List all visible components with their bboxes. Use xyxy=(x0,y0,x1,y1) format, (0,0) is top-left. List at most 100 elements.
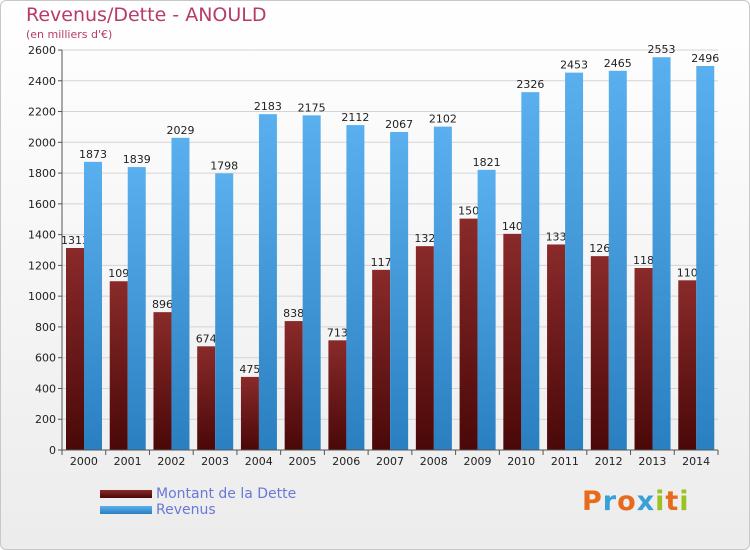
bar-value-label: 2067 xyxy=(385,118,413,131)
y-tick-label: 1400 xyxy=(28,229,56,242)
y-tick-label: 0 xyxy=(49,444,56,457)
bar-value-label: 1313 xyxy=(61,234,89,247)
legend-item-debt: Montant de la Dette xyxy=(100,486,296,502)
bar-dette xyxy=(109,281,128,450)
bar-revenus xyxy=(84,161,102,450)
bars: 1313 1873 109 1839 896 2029 674 1798 475 2183 838 2… xyxy=(61,43,719,451)
logo-letter: t xyxy=(665,486,680,517)
bar-value-label: 1839 xyxy=(123,153,151,166)
bar-revenus xyxy=(302,115,321,450)
y-tick-label: 1600 xyxy=(28,198,56,211)
bar-value-label: 713 xyxy=(327,326,348,339)
legend-label-debt: Montant de la Dette xyxy=(156,486,297,502)
logo-letter: x xyxy=(636,486,656,517)
logo-letter: i xyxy=(679,486,690,517)
y-tick-label: 1800 xyxy=(28,167,56,180)
bar-value-label: 2326 xyxy=(516,78,544,91)
x-tick-label: 2001 xyxy=(114,455,142,468)
bar-dette xyxy=(372,269,391,450)
bar-value-label: 109 xyxy=(108,267,129,280)
bar-dette xyxy=(503,233,522,450)
bar-value-label: 1873 xyxy=(79,148,107,161)
x-tick-label: 2000 xyxy=(70,455,98,468)
bar-revenus xyxy=(171,137,190,450)
bar-revenus xyxy=(696,66,715,450)
x-tick-label: 2013 xyxy=(638,455,666,468)
bar-value-label: 1821 xyxy=(473,156,501,169)
bar-value-label: 132 xyxy=(414,232,435,245)
bar-revenus xyxy=(127,167,146,451)
bar-value-label: 2553 xyxy=(648,43,676,56)
bar-value-label: 2183 xyxy=(254,100,282,113)
x-tick-label: 2003 xyxy=(201,455,229,468)
bar-value-label: 2102 xyxy=(429,113,457,126)
y-tick-label: 2200 xyxy=(28,106,56,119)
x-tick-label: 2012 xyxy=(595,455,623,468)
bar-value-label: 126 xyxy=(589,242,610,255)
x-axis: 2000 2001 2002 2003 2004 2005 2006 2007 2008 2009… xyxy=(61,449,719,468)
x-tick-label: 2002 xyxy=(157,455,185,468)
y-tick-label: 1000 xyxy=(28,290,56,303)
x-tick-label: 2011 xyxy=(551,455,579,468)
x-tick-label: 2006 xyxy=(332,455,360,468)
x-tick-label: 2005 xyxy=(289,455,317,468)
chart-subtitle: (en milliers d'€) xyxy=(26,28,113,41)
bar-value-label: 475 xyxy=(239,363,260,376)
bar-value-label: 2029 xyxy=(166,124,194,137)
logo-letter: o xyxy=(617,486,637,517)
legend: Montant de la Dette Revenus xyxy=(100,486,296,518)
legend-item-revenus: Revenus xyxy=(100,502,296,518)
bar-value-label: 2175 xyxy=(298,101,326,114)
logo-letter: P xyxy=(582,486,603,517)
bar-dette xyxy=(153,312,172,450)
bar-value-label: 110 xyxy=(677,266,698,279)
bar-dette xyxy=(678,280,697,450)
legend-label-revenus: Revenus xyxy=(156,502,216,518)
bar-revenus xyxy=(215,173,234,450)
bar-revenus xyxy=(346,125,365,451)
bar-value-label: 2112 xyxy=(341,111,369,124)
bar-value-label: 140 xyxy=(502,220,523,233)
bar-dette xyxy=(415,246,434,450)
logo-letter: r xyxy=(602,486,618,517)
bar-dette xyxy=(634,268,653,450)
y-tick-label: 200 xyxy=(35,413,56,426)
chart-title: Revenus/Dette - ANOULD xyxy=(26,4,267,26)
logo-letter: i xyxy=(655,486,666,517)
bar-value-label: 2496 xyxy=(691,52,719,65)
bar-value-label: 118 xyxy=(633,254,654,267)
y-tick-label: 800 xyxy=(35,321,56,334)
x-tick-label: 2008 xyxy=(420,455,448,468)
bar-dette xyxy=(66,248,84,450)
bar-dette xyxy=(547,244,566,450)
y-tick-label: 2400 xyxy=(28,75,56,88)
y-axis: 0 200 400 600 800 1000 1200 1400 1600 1800 2000 220… xyxy=(28,44,63,457)
y-tick-label: 600 xyxy=(35,352,56,365)
x-tick-label: 2009 xyxy=(463,455,491,468)
bar-revenus xyxy=(258,114,277,451)
bar-dette xyxy=(240,376,259,450)
bar-revenus xyxy=(433,126,452,450)
bar-value-label: 117 xyxy=(371,256,392,269)
bar-dette xyxy=(284,321,303,450)
legend-swatch-revenus xyxy=(100,506,152,514)
bar-dette xyxy=(197,346,216,450)
bar-value-label: 1798 xyxy=(210,159,238,172)
bar-value-label: 133 xyxy=(546,230,567,243)
legend-swatch-debt xyxy=(100,490,152,498)
x-tick-label: 2014 xyxy=(682,455,710,468)
bar-revenus xyxy=(477,169,496,450)
x-tick-label: 2007 xyxy=(376,455,404,468)
y-tick-label: 2600 xyxy=(28,44,56,57)
bar-value-label: 2453 xyxy=(560,59,588,72)
bar-value-label: 674 xyxy=(196,332,217,345)
bar-dette xyxy=(328,340,347,450)
bar-revenus xyxy=(608,70,627,451)
bar-dette xyxy=(459,218,478,450)
bar-dette xyxy=(590,256,609,450)
bar-revenus xyxy=(652,57,671,450)
x-tick-label: 2010 xyxy=(507,455,535,468)
proxiti-logo: Proxiti xyxy=(582,486,690,517)
bar-value-label: 150 xyxy=(458,205,479,218)
